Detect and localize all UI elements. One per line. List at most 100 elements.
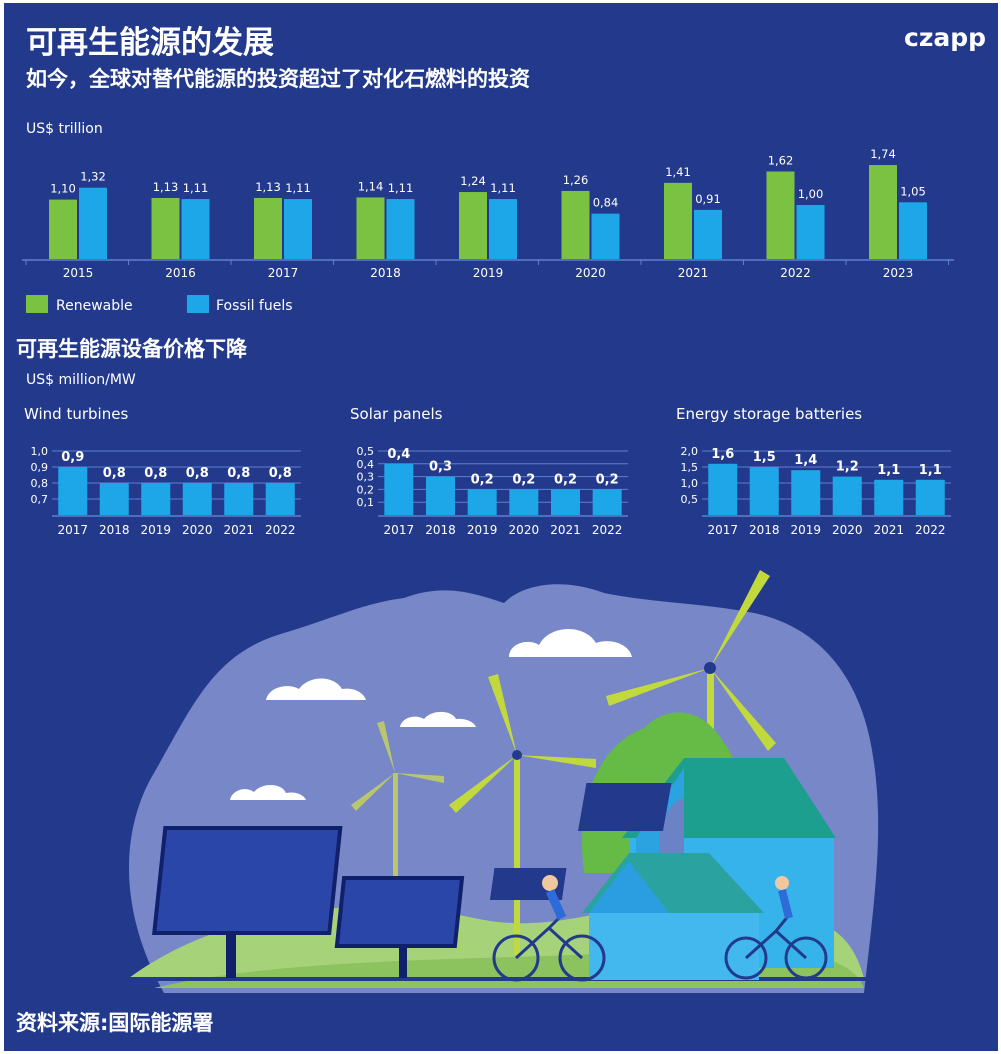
solar-panel-right [334,876,465,978]
solar-year-label: 2021 [550,523,581,537]
fossil-bar [899,202,927,259]
battery-bar [749,467,779,515]
wind-year-label: 2020 [182,523,213,537]
battery-y-tick-label: 1,0 [681,477,699,490]
section2-title: 可再生能源设备价格下降 [16,337,247,361]
wind-bar [58,467,88,515]
wind-year-label: 2022 [265,523,296,537]
wind-year-label: 2018 [99,523,130,537]
wind-value-label: 0,8 [186,466,209,481]
battery-value-label: 1,4 [794,453,817,468]
battery-bar [708,463,738,515]
renewable-value-label: 1,13 [153,180,179,194]
solar-y-tick-label: 0,2 [357,483,375,496]
renewable-bar [766,171,795,259]
wind-year-label: 2019 [140,523,171,537]
year-tick-label: 2015 [63,266,94,280]
year-tick-label: 2022 [780,266,811,280]
wind-bar [99,483,129,515]
fossil-value-label: 1,11 [285,181,311,195]
battery-value-label: 1,1 [877,463,900,478]
solar-value-label: 0,3 [429,460,452,475]
fossil-bar [79,187,107,259]
wind-bar [182,483,212,515]
year-tick-label: 2019 [473,266,504,280]
solar-bar [384,463,414,515]
fossil-bar [694,209,722,259]
fossil-value-label: 1,00 [798,187,824,201]
renewable-value-label: 1,74 [870,147,896,161]
solar-year-label: 2019 [467,523,498,537]
renewable-value-label: 1,24 [460,174,486,188]
battery-bar [874,479,904,515]
wind-turbine-middle [449,674,596,955]
battery-y-tick-label: 2,0 [681,445,699,458]
fossil-bar [796,205,825,259]
wind-y-tick-label: 1,0 [31,445,49,458]
wind-bar [224,483,254,515]
fossil-value-label: 1,11 [388,181,414,195]
wind-value-label: 0,8 [144,466,167,481]
fossil-bar [181,199,210,259]
year-tick-label: 2020 [575,266,606,280]
solar-value-label: 0,2 [512,472,535,487]
solar-year-label: 2022 [592,523,623,537]
solar-y-tick-label: 0,4 [357,458,375,471]
page-title: 可再生能源的发展 [26,25,274,61]
wind-turbines-title: Wind turbines [24,405,129,423]
renewable-bar [356,197,385,259]
bush [582,712,739,873]
renewable-value-label: 1,14 [358,179,384,193]
solar-value-label: 0,2 [596,472,619,487]
battery-year-label: 2019 [790,523,821,537]
fossil-value-label: 1,11 [183,181,209,195]
solar-year-label: 2020 [509,523,540,537]
cyclist-man [492,875,606,982]
renewable-bar [49,199,77,259]
renewable-value-label: 1,10 [50,182,76,196]
fossil-bar [386,199,415,259]
wind-year-label: 2017 [57,523,88,537]
fossil-value-label: 0,84 [593,196,619,210]
battery-bar [915,479,945,515]
legend-label-fossil: Fossil fuels [216,298,293,314]
wind-y-tick-label: 0,8 [31,477,49,490]
wind-turbine-back [351,721,444,883]
solar-year-label: 2018 [425,523,456,537]
ground-line [122,977,870,981]
source-note: 资料来源:国际能源署 [16,1011,214,1035]
solar-year-label: 2017 [384,523,415,537]
battery-y-tick-label: 1,5 [681,461,699,474]
renewable-value-label: 1,41 [665,165,691,179]
year-tick-label: 2017 [268,266,299,280]
battery-bar [832,476,862,515]
fossil-bar [489,199,517,259]
solar-y-tick-label: 0,5 [357,445,375,458]
solar-value-label: 0,2 [471,472,494,487]
czapp-logo: czapp [904,23,987,52]
battery-value-label: 1,5 [753,450,776,465]
wind-value-label: 0,8 [227,466,250,481]
renewable-bar [459,192,487,259]
wind-bar [265,483,295,515]
battery-y-tick-label: 0,5 [681,493,699,506]
cloud [266,678,366,700]
fossil-value-label: 1,05 [900,184,926,198]
battery-year-label: 2022 [915,523,946,537]
fossil-bar [591,213,620,259]
solar-value-label: 0,2 [554,472,577,487]
cloud [230,784,306,800]
fossil-value-label: 1,11 [490,181,516,195]
legend-label-renewable: Renewable [56,298,133,314]
year-tick-label: 2021 [678,266,709,280]
wind-value-label: 0,9 [61,450,84,465]
house-large [578,758,836,968]
wind-year-label: 2021 [223,523,254,537]
price-unit-label: US$ million/MW [26,372,136,388]
battery-bar [791,470,821,515]
fossil-bar [284,199,312,259]
year-tick-label: 2016 [165,266,196,280]
solar-y-tick-label: 0,3 [357,471,375,484]
wind-y-tick-label: 0,9 [31,461,49,474]
cloud [400,711,476,727]
